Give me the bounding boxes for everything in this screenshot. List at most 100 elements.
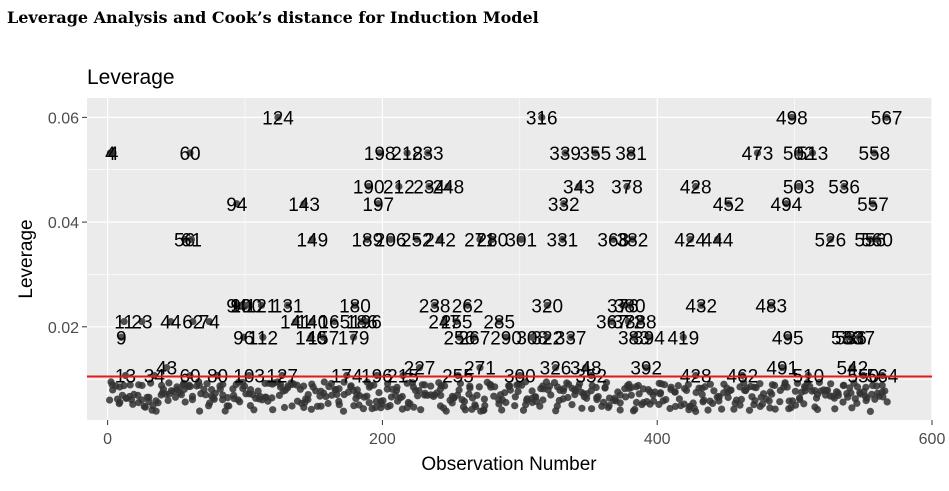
point-label: 367 <box>596 313 628 334</box>
point-label: 290 <box>490 328 522 349</box>
point-label: 141 <box>280 313 312 334</box>
data-point <box>188 396 196 404</box>
data-point <box>237 301 245 309</box>
data-point <box>671 388 679 396</box>
y-tick-label: 0.02 <box>48 320 79 337</box>
data-point <box>224 394 232 402</box>
data-point <box>398 392 406 401</box>
data-point <box>522 378 530 386</box>
point-label: 61 <box>181 230 202 251</box>
data-point <box>308 317 316 326</box>
point-label: 94 <box>226 195 248 216</box>
x-axis-label: Observation Number <box>421 454 597 475</box>
data-point <box>322 393 330 401</box>
point-label: 419 <box>667 328 699 349</box>
data-point <box>280 403 289 412</box>
data-point <box>230 391 238 399</box>
point-label: 331 <box>547 230 579 251</box>
data-point <box>560 385 568 393</box>
data-point <box>783 383 791 391</box>
point-label: 198 <box>364 144 396 165</box>
point-label: 339 <box>549 144 581 165</box>
data-point <box>771 381 779 389</box>
data-point <box>376 149 384 157</box>
data-point <box>501 389 509 397</box>
point-label: 56 <box>174 230 195 251</box>
point-label: 271 <box>464 359 496 380</box>
data-point <box>424 149 432 157</box>
data-point <box>349 333 358 341</box>
data-point <box>800 400 808 408</box>
data-point <box>415 364 424 372</box>
data-point <box>425 182 433 191</box>
data-point <box>592 383 600 392</box>
data-point <box>117 333 125 341</box>
data-point <box>793 379 802 387</box>
data-point <box>619 301 627 309</box>
data-point <box>813 405 822 414</box>
data-point <box>374 200 382 208</box>
point-label: 9 <box>116 328 127 349</box>
data-point <box>473 391 481 399</box>
data-point <box>219 380 227 389</box>
point-label: 557 <box>857 195 889 216</box>
data-point <box>768 390 776 398</box>
point-label: 157 <box>307 328 339 349</box>
data-point <box>848 404 856 412</box>
data-point <box>186 149 194 157</box>
point-label: 322 <box>531 328 563 349</box>
point-label: 271 <box>464 230 496 251</box>
point-label: 146 <box>295 328 327 349</box>
point-label: 206 <box>375 230 407 251</box>
data-point <box>335 401 343 409</box>
y-tick-label: 0.04 <box>48 215 79 232</box>
data-point <box>608 317 616 326</box>
data-point <box>791 387 800 395</box>
data-point <box>498 406 506 414</box>
point-label: 99 <box>230 296 251 317</box>
data-point <box>591 149 599 157</box>
data-point <box>854 383 862 391</box>
data-point <box>408 379 417 387</box>
data-point <box>528 387 536 395</box>
data-point <box>502 398 510 407</box>
data-point <box>442 407 450 415</box>
data-point <box>718 405 726 413</box>
data-point <box>300 200 308 208</box>
data-point <box>413 235 421 243</box>
data-point <box>778 364 786 372</box>
data-point <box>138 317 146 326</box>
data-point <box>180 235 189 243</box>
data-point <box>847 333 855 341</box>
data-point <box>725 200 733 208</box>
data-point <box>202 391 210 399</box>
plot-panel <box>87 98 932 420</box>
point-label: 242 <box>424 230 456 251</box>
data-point <box>692 182 700 191</box>
data-point <box>189 317 197 326</box>
point-label: 234 <box>413 177 445 198</box>
data-point <box>760 390 768 398</box>
point-label: 392 <box>630 359 662 380</box>
data-point <box>795 182 803 191</box>
data-point <box>475 383 483 391</box>
data-point <box>622 393 630 401</box>
point-label: 252 <box>401 230 433 251</box>
x-tick-label: 0 <box>103 431 112 448</box>
data-point <box>480 395 488 403</box>
data-point <box>262 393 270 401</box>
data-point <box>675 395 684 403</box>
data-point <box>517 235 525 243</box>
data-point <box>152 407 160 415</box>
data-point <box>706 380 715 388</box>
data-point <box>827 380 835 388</box>
data-point <box>417 406 425 414</box>
data-point <box>511 393 519 401</box>
point-label: 332 <box>548 195 580 216</box>
point-label: 376 <box>607 296 639 317</box>
data-point <box>609 235 617 243</box>
data-point <box>461 406 469 414</box>
data-point <box>514 387 522 396</box>
point-label: 196 <box>350 313 382 334</box>
